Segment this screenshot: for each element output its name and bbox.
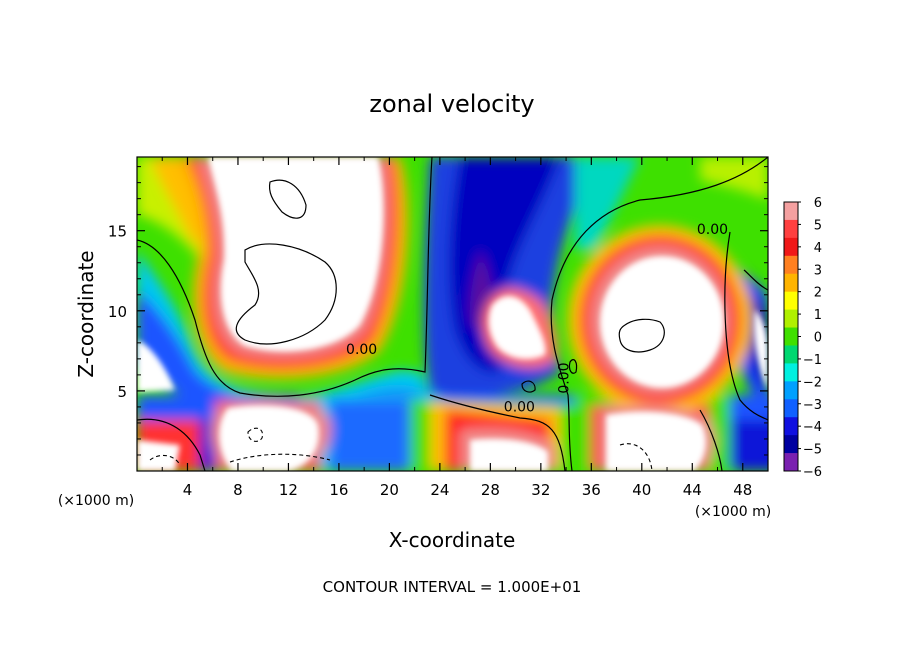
colorbar-label: 5	[814, 218, 822, 233]
colorbar-swatch	[784, 345, 798, 364]
colorbar-label: −4	[803, 420, 822, 435]
contour-label: 0.00	[504, 400, 535, 416]
x-axis: 4 8 12 16 20 24 28 32 36 40 44 48	[161, 157, 752, 499]
colorbar-swatch	[784, 453, 798, 472]
contour-label: 0.00	[697, 222, 728, 238]
colorbar-swatch	[784, 309, 798, 329]
colorbar-label: −6	[803, 465, 822, 480]
colorbar-label: −3	[803, 398, 822, 413]
colorbar-swatch	[784, 202, 798, 221]
colorbar-label: 0	[814, 331, 822, 346]
colorbar-swatch	[784, 327, 798, 346]
x-unit-left: (×1000 m)	[58, 493, 134, 509]
x-unit-right: (×1000 m)	[695, 504, 771, 520]
contour-label: 0.00	[557, 362, 573, 393]
colorbar-swatch	[784, 291, 798, 311]
colorbar-swatch	[784, 219, 798, 239]
x-tick-label: 16	[329, 481, 348, 499]
x-tick-label: 44	[683, 481, 702, 499]
colorbar-label: 2	[814, 286, 822, 301]
x-tick-label: 32	[531, 481, 550, 499]
y-tick-label: 15	[108, 223, 127, 241]
colorbar-label: 3	[814, 263, 822, 278]
x-tick-label: 48	[733, 481, 752, 499]
colorbar-label: 1	[814, 308, 822, 323]
contour-interval-note: CONTOUR INTERVAL = 1.000E+01	[323, 578, 582, 596]
colorbar-label: 4	[814, 241, 822, 256]
contour-labels: 0.00 0.00 0.00 0.00	[346, 222, 728, 416]
colorbar-swatch	[784, 435, 798, 454]
y-tick-label: 5	[117, 383, 127, 401]
plot-frame	[136, 156, 769, 472]
colorbar-label: −5	[803, 443, 822, 458]
x-tick-label: 12	[279, 481, 298, 499]
y-axis: 5 10 15	[108, 166, 768, 456]
x-tick-label: 24	[430, 481, 449, 499]
chart-title: zonal velocity	[369, 90, 534, 118]
x-tick-label: 40	[632, 481, 651, 499]
x-tick-label: 28	[481, 481, 500, 499]
y-axis-title: Z-coordinate	[74, 250, 98, 377]
x-tick-label: 20	[380, 481, 399, 499]
x-tick-label: 4	[183, 481, 193, 499]
colorbar: 6 5 4 3 2 1 0 −1 −2 −3 −4 −5 −6	[783, 196, 822, 480]
x-tick-label: 36	[582, 481, 601, 499]
colorbar-label: −1	[803, 353, 822, 368]
y-tick-label: 10	[108, 303, 127, 321]
colorbar-swatch	[784, 363, 798, 382]
colorbar-swatch	[784, 255, 798, 275]
colorbar-swatch	[784, 273, 798, 293]
colorbar-swatch	[784, 417, 798, 436]
colorbar-label: −2	[803, 375, 822, 390]
heatmap-field: 0.00 0.00 0.00 0.00	[137, 157, 768, 471]
colorbar-label: 6	[814, 196, 822, 211]
x-axis-title: X-coordinate	[389, 528, 516, 552]
contour-label: 0.00	[346, 342, 377, 358]
colorbar-swatch	[784, 381, 798, 400]
x-tick-label: 8	[233, 481, 243, 499]
colorbar-swatch	[784, 399, 798, 418]
colorbar-swatch	[784, 237, 798, 257]
